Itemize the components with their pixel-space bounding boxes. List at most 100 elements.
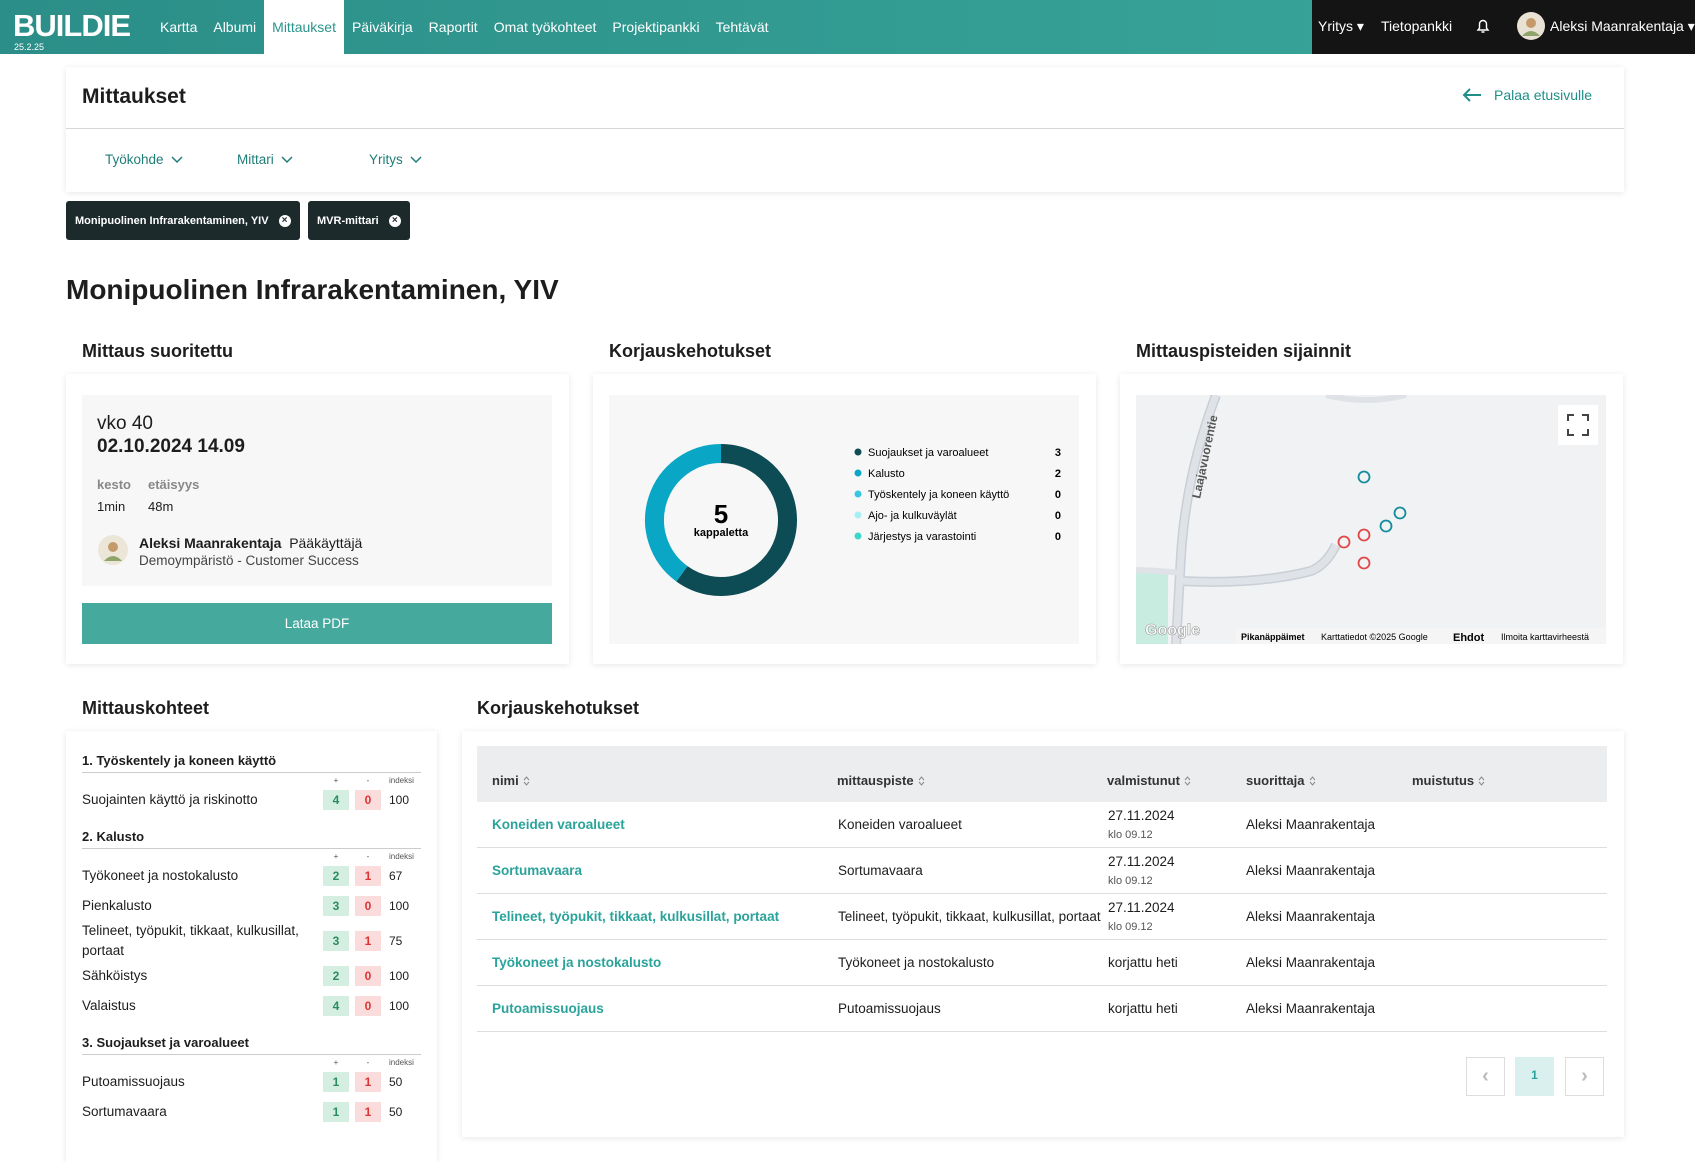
column-header[interactable]: muistutus: [1412, 773, 1485, 788]
filter-label: Mittari: [237, 152, 274, 167]
target-name: Sortumavaara: [82, 1104, 167, 1119]
group-title: 2. Kalusto: [82, 829, 421, 849]
map[interactable]: Laajavuorentie Google Pikanäppäimet Kart…: [1136, 395, 1606, 644]
marker[interactable]: [1357, 528, 1371, 542]
recommendation-link[interactable]: Työkoneet ja nostokalusto: [492, 955, 662, 970]
sort-icon: [1184, 775, 1191, 786]
target-row: Sortumavaara 1 1 50: [82, 1097, 421, 1127]
filter-dropdown[interactable]: Työkohde: [105, 152, 183, 167]
recommendation-link[interactable]: Sortumavaara: [492, 863, 583, 878]
column-header[interactable]: suorittaja: [1246, 773, 1316, 788]
avatar[interactable]: [1516, 11, 1546, 41]
marker[interactable]: [1393, 506, 1407, 520]
nav-link[interactable]: Mittaukset: [264, 0, 344, 54]
col-index: indeksi: [389, 852, 414, 861]
pdf-button[interactable]: Lataa PDF: [82, 603, 552, 644]
map-footer-link[interactable]: Ehdot: [1453, 632, 1484, 644]
company-label: Yritys: [1318, 18, 1353, 34]
measurement-card: vko 40 02.10.2024 14.09 kesto etäisyys 1…: [66, 374, 569, 664]
table-header: [477, 746, 1607, 802]
user-menu[interactable]: Aleksi Maanrakentaja ▾: [1550, 18, 1695, 34]
chip-remove[interactable]: ×: [388, 214, 401, 227]
col-index: indeksi: [389, 776, 414, 785]
marker[interactable]: [1337, 535, 1351, 549]
target-name: Telineet, työpukit, tikkaat, kulkusillat…: [82, 923, 299, 958]
performer: Aleksi Maanrakentaja: [1246, 863, 1376, 878]
datetime: 02.10.2024 14.09: [97, 436, 245, 457]
nav-link[interactable]: Tehtävät: [715, 19, 769, 35]
minus-count: 1: [355, 931, 381, 951]
company-menu[interactable]: Yritys ▾: [1318, 18, 1364, 34]
index-value: 50: [389, 1105, 403, 1119]
filter-chip[interactable]: MVR-mittari ×: [308, 201, 410, 240]
map-footer-link[interactable]: Pikanäppäimet: [1241, 632, 1305, 642]
marker[interactable]: [1379, 519, 1393, 533]
fullscreen-button[interactable]: [1558, 405, 1598, 445]
legend-value: 3: [1055, 447, 1061, 459]
target-name: Sähköistys: [82, 968, 148, 983]
recommendation-link[interactable]: Putoamissuojaus: [492, 1001, 604, 1016]
nav-link[interactable]: Raportit: [428, 19, 478, 35]
nav-link[interactable]: Omat työkohteet: [493, 19, 597, 35]
sort-arrows: [918, 775, 924, 786]
column-header[interactable]: mittauspiste: [837, 773, 925, 788]
chevron-icon: [281, 155, 293, 163]
sort-icon: [1309, 775, 1315, 786]
filter-dropdown[interactable]: Mittari: [237, 152, 293, 167]
chip-label: MVR-mittari: [317, 214, 379, 227]
performer: Aleksi Maanrakentaja: [1246, 909, 1376, 924]
row-divider: [477, 939, 1607, 940]
section-title: Mittauspisteiden sijainnit: [1136, 341, 1352, 361]
back-link[interactable]: Palaa etusivulle: [1462, 87, 1592, 103]
legend-value: 0: [1055, 489, 1061, 501]
divider: [66, 128, 1624, 129]
legend-label: Ajo- ja kulkuväylät: [868, 510, 957, 522]
knowledge-link[interactable]: Tietopankki: [1381, 18, 1453, 34]
column-header[interactable]: valmistunut: [1107, 773, 1191, 788]
nav-link[interactable]: Albumi: [213, 19, 257, 35]
legend-label: Työskentely ja koneen käyttö: [868, 489, 1009, 501]
chevron: [171, 155, 183, 163]
completed-time: klo 09.12: [1108, 921, 1153, 933]
bell-icon[interactable]: [1475, 17, 1491, 35]
section-title: Korjauskehotukset: [477, 698, 640, 718]
column-header[interactable]: nimi: [492, 773, 530, 788]
nav-link[interactable]: Projektipankki: [612, 19, 700, 35]
nav-link[interactable]: Päiväkirja: [351, 19, 413, 35]
filter-chip[interactable]: Monipuolinen Infrarakentaminen, YIV ×: [66, 201, 300, 240]
back-arrow: [1462, 88, 1481, 102]
logo[interactable]: BUILDIE: [13, 8, 131, 43]
map-road: [1136, 567, 1182, 576]
map-footer-link[interactable]: Ilmoita karttavirheestä: [1501, 632, 1589, 642]
col-plus: +: [333, 1058, 339, 1067]
marker[interactable]: [1357, 556, 1371, 570]
chip-remove[interactable]: ×: [278, 214, 291, 227]
nav-link[interactable]: Kartta: [160, 19, 198, 35]
google-logo: Google: [1145, 622, 1200, 639]
marker[interactable]: [1357, 470, 1371, 484]
map-card: Laajavuorentie Google Pikanäppäimet Kart…: [1120, 374, 1623, 664]
plus-count: 3: [323, 896, 349, 916]
table: nimi mittauspiste valmistunut suorittaja mui…: [477, 746, 1607, 1033]
col-plus: +: [333, 776, 339, 785]
page-number[interactable]: 1: [1515, 1057, 1554, 1096]
minus-count: 1: [355, 1102, 381, 1122]
minus-count: 0: [355, 790, 381, 810]
recommendation-link[interactable]: Telineet, työpukit, tikkaat, kulkusillat…: [492, 909, 780, 924]
map-bg: [1136, 395, 1606, 644]
legend-dot: [854, 511, 862, 519]
filter-dropdown[interactable]: Yritys: [369, 152, 422, 167]
sort-arrows: [1309, 775, 1315, 786]
donut-segment: [645, 444, 722, 582]
duration: 1min: [97, 499, 126, 514]
measure-point: Työkoneet ja nostokalusto: [838, 955, 995, 970]
header-card: Mittaukset Palaa etusivulle Työkohde Mitt…: [66, 67, 1624, 192]
legend-value: 0: [1055, 531, 1061, 543]
legend-dot: [854, 448, 862, 456]
legend-value: 0: [1055, 510, 1061, 522]
recommendation-link[interactable]: Koneiden varoalueet: [492, 817, 625, 832]
duration-label: kesto: [97, 477, 131, 492]
legend-label: Suojaukset ja varoalueet: [868, 447, 988, 459]
user-name: Aleksi Maanrakentaja: [1550, 18, 1684, 34]
back-text: Palaa etusivulle: [1494, 87, 1593, 103]
